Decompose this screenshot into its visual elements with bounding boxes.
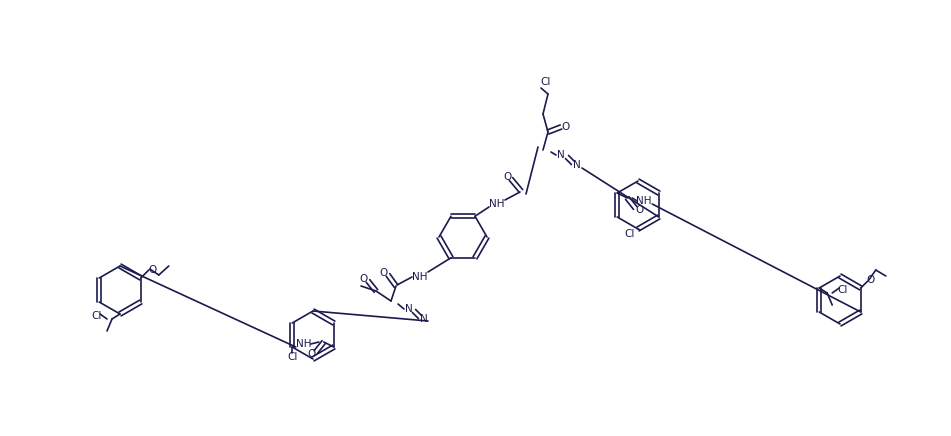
Text: N: N [405, 304, 413, 314]
Text: O: O [308, 349, 316, 359]
Text: NH: NH [636, 196, 652, 206]
Text: O: O [359, 274, 367, 284]
Text: O: O [504, 172, 513, 182]
Text: O: O [379, 268, 388, 278]
Text: Cl: Cl [92, 311, 102, 321]
Text: Cl: Cl [625, 229, 635, 239]
Text: Cl: Cl [287, 352, 298, 362]
Text: NH: NH [296, 339, 312, 349]
Text: O: O [562, 122, 571, 132]
Text: Cl: Cl [837, 285, 847, 295]
Text: O: O [866, 275, 875, 285]
Text: O: O [148, 265, 157, 275]
Text: Cl: Cl [541, 77, 552, 87]
Text: N: N [557, 150, 565, 160]
Text: N: N [573, 160, 581, 170]
Text: NH: NH [489, 199, 505, 209]
Text: O: O [635, 205, 643, 215]
Text: N: N [420, 314, 428, 324]
Text: NH: NH [412, 272, 428, 282]
